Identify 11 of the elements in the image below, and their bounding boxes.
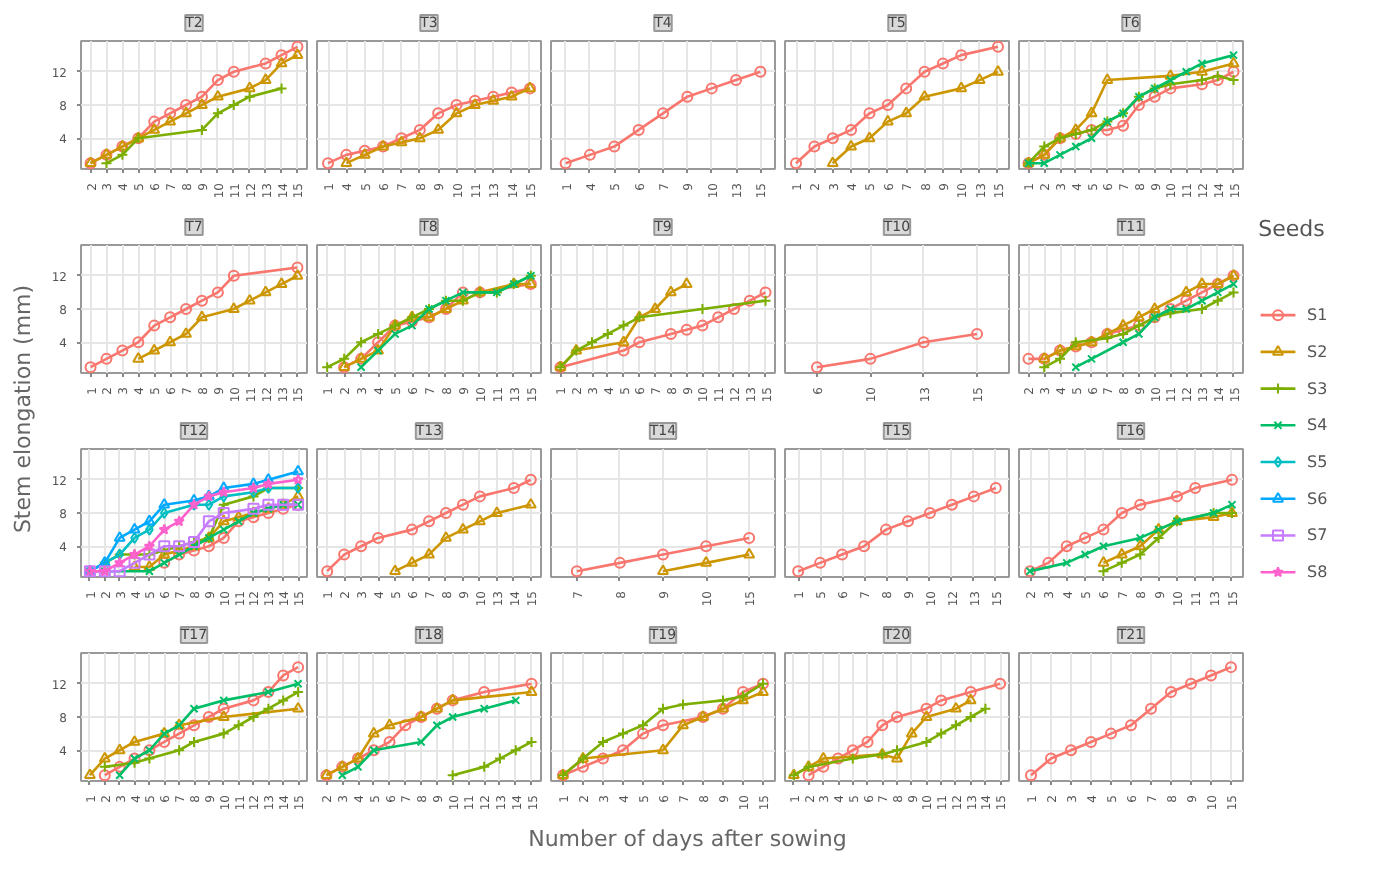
y-axis-title: Stem elongation (mm) [10,284,36,534]
legend-label: S4 [1307,416,1328,435]
legend-title: Seeds [1258,216,1326,243]
legend-label: S6 [1307,489,1328,508]
legend-label: S8 [1307,563,1328,582]
legend-label: S5 [1307,453,1328,472]
legend-label: S2 [1307,342,1328,361]
legend-label: S1 [1307,306,1328,325]
x-axis-title: Number of days after sowing [528,826,847,852]
legend-label: S3 [1307,379,1328,398]
legend-label: S7 [1307,526,1328,545]
